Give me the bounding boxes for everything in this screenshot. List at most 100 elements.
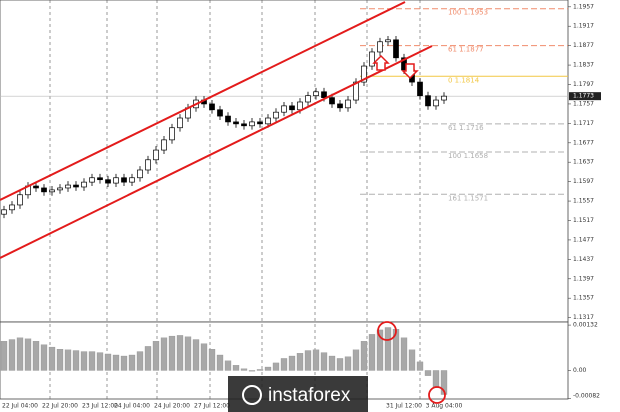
candle-body [265, 117, 271, 125]
x-tick-label: 22 Jul 20:00 [42, 403, 78, 410]
fib-label: 100 1.1658 [448, 152, 488, 160]
candle-body [153, 149, 159, 161]
candle-body [417, 81, 423, 97]
oscillator-bar [176, 335, 184, 371]
y-tick-label: 1.1677 [573, 139, 594, 146]
oscillator-bar [88, 351, 96, 371]
candle-body [233, 121, 239, 125]
candle-body [89, 177, 95, 183]
y-tick-label: 1.1757 [573, 100, 594, 107]
candle-body [145, 159, 151, 171]
y-tick-label: 1.1557 [573, 198, 594, 205]
oscillator-bar [192, 339, 200, 371]
oscillator-bar [40, 344, 48, 371]
oscillator-bar [424, 370, 432, 376]
day-separators [49, 0, 421, 399]
oscillator-bar [312, 349, 320, 371]
oscillator-bar [328, 355, 336, 371]
candle-body [297, 101, 303, 111]
fib-label: 61 1.1716 [448, 124, 484, 132]
candle-body [209, 103, 215, 111]
candle-body [345, 99, 351, 109]
osc-y-tick-label: -0.00082 [573, 393, 600, 400]
candle-body [433, 99, 439, 107]
candle-body [377, 41, 383, 53]
channel-upper [0, 1, 406, 201]
y-tick-label: 1.1357 [573, 295, 594, 302]
watermark: instaforex [228, 376, 368, 412]
candle-body [249, 121, 255, 127]
oscillator-bar [96, 352, 104, 371]
osc-y-tick-label: 0.00132 [573, 322, 598, 329]
sell-arrow [401, 63, 419, 80]
candle-body [329, 97, 335, 105]
candle-body [337, 103, 343, 109]
oscillator-bar [168, 335, 176, 371]
x-tick-label: 27 Jul 12:00 [194, 403, 230, 410]
y-tick-label: 1.1477 [573, 236, 594, 243]
oscillator-bar [248, 370, 256, 372]
candle-body [129, 177, 135, 183]
y-tick-label: 1.1877 [573, 42, 594, 49]
oscillator-bar [104, 353, 112, 371]
oscillator-bar [280, 358, 288, 371]
peak-circle [377, 321, 397, 341]
candle-body [225, 115, 231, 123]
fib-label: 161 1.1571 [448, 194, 488, 202]
oscillator-bar [296, 353, 304, 371]
candle-body [393, 39, 399, 59]
oscillator-bar [440, 370, 448, 395]
oscillator-bar [152, 341, 160, 371]
x-tick-label: 23 Jul 12:00 [82, 403, 118, 410]
candle-body [257, 121, 263, 125]
trough-circle [428, 386, 446, 404]
candle-body [81, 181, 87, 188]
oscillator-bar [112, 354, 120, 371]
candle-body [9, 204, 15, 211]
y-tick-label: 1.1437 [573, 256, 594, 263]
y-tick-label: 1.1397 [573, 275, 594, 282]
y-tick-label: 1.1717 [573, 120, 594, 127]
oscillator-bar [208, 349, 216, 371]
fib-label: 61 1.1877 [448, 46, 484, 54]
oscillator-bar [144, 346, 152, 371]
fib-label: 100 1.1953 [448, 9, 488, 17]
watermark-text: instaforex [268, 385, 351, 406]
osc-y-tick-label: 0.00 [573, 367, 587, 374]
y-tick-label: 1.1317 [573, 314, 594, 321]
oscillator-bar [24, 338, 32, 371]
oscillator-bar [376, 329, 384, 371]
oscillator-bar [240, 368, 248, 371]
oscillator-bar [360, 341, 368, 371]
candle-body [41, 187, 47, 193]
oscillator-bar [384, 327, 392, 371]
candle-body [105, 179, 111, 184]
watermark-logo [242, 385, 262, 405]
candle-body [353, 81, 359, 101]
last-price-label: 1.1773 [573, 93, 594, 100]
y-tick-label: 1.1797 [573, 81, 594, 88]
oscillator-bar [232, 365, 240, 371]
oscillator-bar [184, 336, 192, 371]
candle-body [289, 105, 295, 111]
oscillator-bar [48, 346, 56, 371]
y-tick-label: 1.1957 [573, 3, 594, 10]
x-tick-label: 24 Jul 04:00 [114, 403, 150, 410]
oscillator-bar [400, 337, 408, 371]
oscillator-bar [304, 350, 312, 371]
oscillator-bar [200, 343, 208, 371]
channel-lower [0, 45, 433, 259]
oscillator-bar [64, 349, 72, 371]
candle-body [305, 95, 311, 103]
oscillator-bar [416, 361, 424, 371]
candle-body [73, 184, 79, 188]
candle-body [97, 177, 103, 181]
candle-body [177, 117, 183, 129]
oscillator-bar [288, 355, 296, 371]
y-tick-label: 1.1597 [573, 178, 594, 185]
candle-body [17, 194, 23, 206]
candle-body [321, 91, 327, 98]
oscillator-bar [80, 351, 88, 371]
oscillator-bar [264, 366, 272, 371]
oscillator-bar [272, 362, 280, 371]
